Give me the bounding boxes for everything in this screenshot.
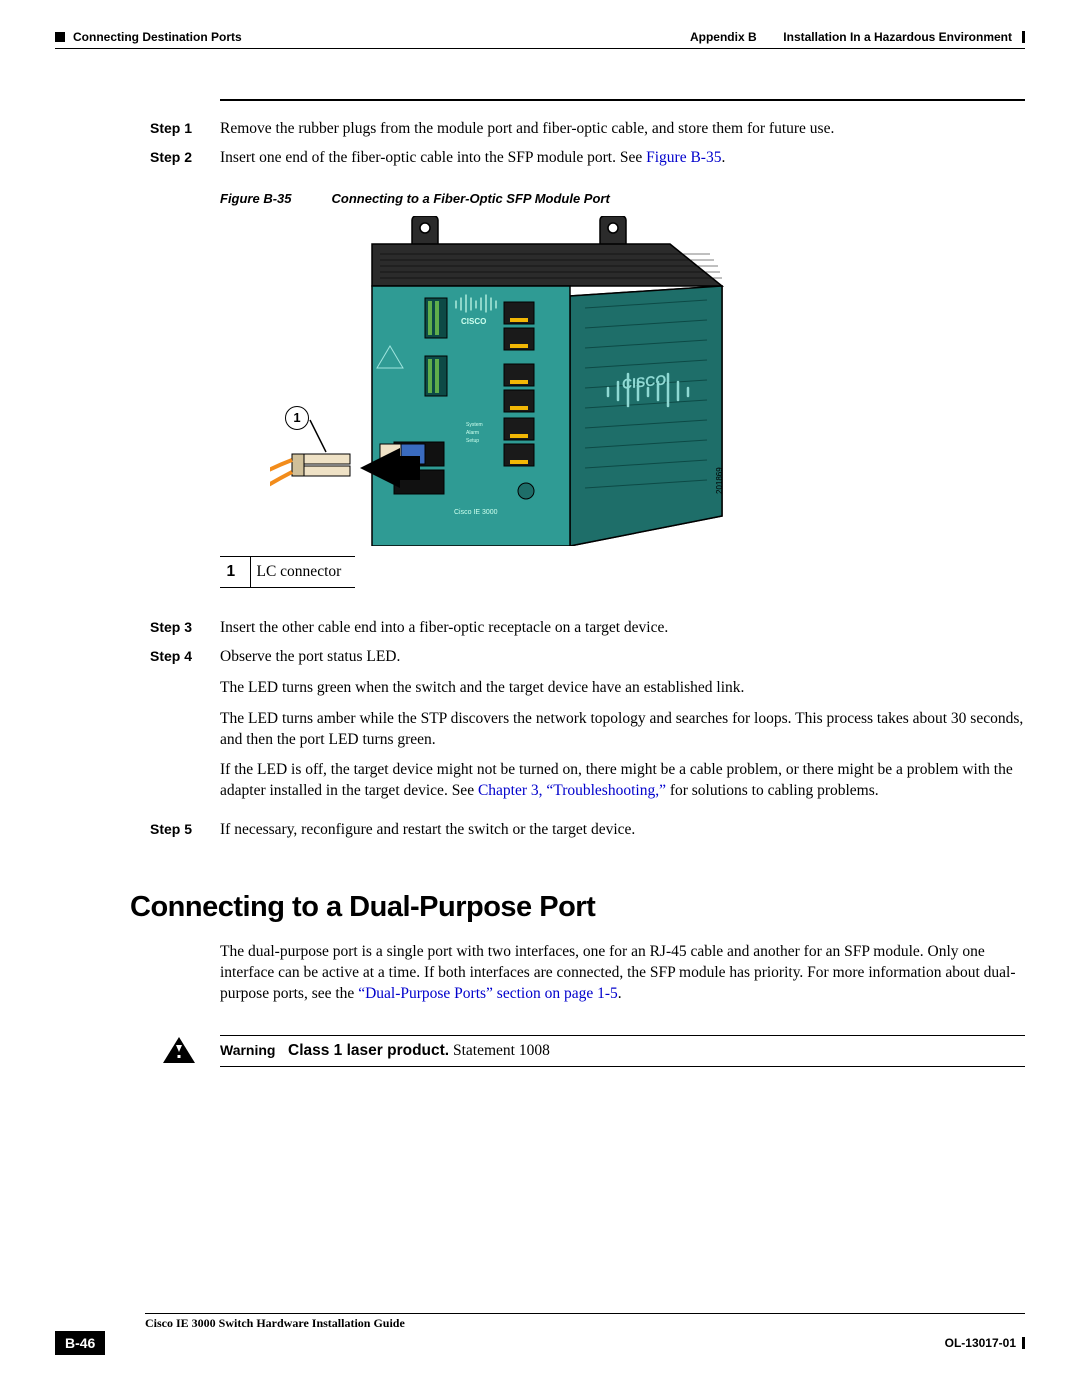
svg-text:Cisco IE 3000: Cisco IE 3000 [454, 509, 498, 516]
warning-text: Class 1 laser product. Statement 1008 [288, 1042, 550, 1060]
section-paragraph: The dual-purpose port is a single port w… [220, 942, 1025, 1005]
svg-text:CISCO: CISCO [461, 317, 486, 326]
page-header: Connecting Destination Ports Appendix B … [55, 30, 1025, 44]
step-3-label: Step 3 [150, 618, 220, 637]
header-marker-right [1022, 31, 1025, 43]
step-4-p3: The LED turns amber while the STP discov… [220, 709, 1025, 751]
section-heading: Connecting to a Dual-Purpose Port [130, 891, 1025, 924]
figure-illustration: 1 [220, 216, 1025, 546]
step-1-label: Step 1 [150, 119, 220, 138]
dual-purpose-link[interactable]: “Dual-Purpose Ports” section on page 1-5 [358, 985, 618, 1002]
step-4-p1: Observe the port status LED. [220, 647, 1025, 668]
warning-rest: Statement 1008 [449, 1042, 550, 1059]
footer-marker [1022, 1337, 1025, 1349]
content-top-rule [220, 99, 1025, 101]
step-5-label: Step 5 [150, 820, 220, 839]
warning-label: Warning [220, 1042, 278, 1060]
device-diagram-svg: CISCO CISCO [270, 216, 770, 546]
figure-legend-table: 1 LC connector [220, 556, 355, 588]
figure-b35-link[interactable]: Figure B-35 [646, 149, 721, 166]
header-appendix-title: Installation In a Hazardous Environment [783, 30, 1012, 44]
step-2-text-a: Insert one end of the fiber-optic cable … [220, 149, 646, 166]
step-1-text: Remove the rubber plugs from the module … [220, 119, 1025, 140]
step-4-label: Step 4 [150, 647, 220, 666]
figure-ref: Figure B-35 [220, 191, 292, 206]
troubleshooting-link[interactable]: Chapter 3, “Troubleshooting,” [478, 782, 666, 799]
procedure-steps: Step 1 Remove the rubber plugs from the … [150, 119, 1025, 169]
step-4-p4: If the LED is off, the target device mig… [220, 760, 1025, 802]
svg-text:Alarm: Alarm [466, 430, 479, 436]
figure-id-num: 201869 [715, 467, 724, 494]
step-4-p2: The LED turns green when the switch and … [220, 678, 1025, 699]
step-4-text: Observe the port status LED. The LED tur… [220, 647, 1025, 813]
page-footer: Cisco IE 3000 Switch Hardware Installati… [55, 1313, 1025, 1355]
warning-bold: Class 1 laser product. [288, 1042, 449, 1059]
page-number-box: B-46 [55, 1331, 105, 1355]
step-5-text: If necessary, reconfigure and restart th… [220, 820, 1025, 841]
warning-block: Warning Class 1 laser product. Statement… [150, 1035, 1025, 1067]
figure-caption: Figure B-35 Connecting to a Fiber-Optic … [220, 191, 1025, 206]
figure-title: Connecting to a Fiber-Optic SFP Module P… [332, 191, 610, 206]
footer-doc-id: OL-13017-01 [945, 1336, 1016, 1350]
step-2-text: Insert one end of the fiber-optic cable … [220, 148, 1025, 169]
step-4-p4b: for solutions to cabling problems. [666, 782, 879, 799]
warning-icon [161, 1035, 197, 1065]
procedure-steps-continued: Step 3 Insert the other cable end into a… [150, 618, 1025, 841]
svg-text:System: System [466, 422, 483, 428]
header-marker-left [55, 32, 65, 42]
footer-guide-title: Cisco IE 3000 Switch Hardware Installati… [145, 1316, 1025, 1331]
step-3-text: Insert the other cable end into a fiber-… [220, 618, 1025, 639]
section-para-b: . [618, 985, 622, 1002]
step-2-label: Step 2 [150, 148, 220, 167]
step-2-text-b: . [721, 149, 725, 166]
svg-text:Setup: Setup [466, 438, 479, 444]
legend-num: 1 [220, 556, 250, 587]
header-rule [55, 48, 1025, 49]
legend-text: LC connector [250, 556, 355, 587]
header-appendix-label: Appendix B [690, 30, 757, 44]
header-section-title: Connecting Destination Ports [73, 30, 242, 44]
